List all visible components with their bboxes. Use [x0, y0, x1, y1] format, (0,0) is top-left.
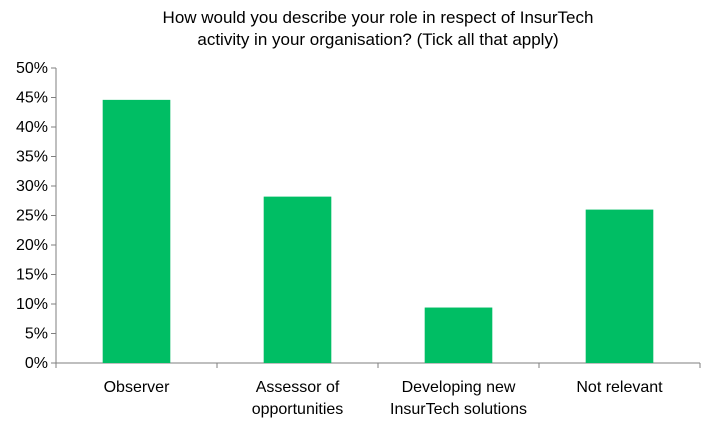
y-tick-label: 20% [16, 237, 48, 254]
chart-title-line: How would you describe your role in resp… [163, 8, 594, 27]
y-tick-label: 0% [25, 355, 48, 372]
x-category-label: Assessor of [256, 379, 340, 396]
bar-2 [263, 196, 332, 363]
y-tick-label: 10% [16, 296, 48, 313]
x-category-label: Developing new [402, 379, 516, 396]
x-category-label: opportunities [252, 401, 344, 418]
chart-title: How would you describe your role in resp… [163, 8, 594, 49]
x-category-label: Not relevant [576, 379, 663, 396]
bar-1 [102, 99, 171, 364]
y-tick-label: 45% [16, 90, 48, 107]
chart-title-line: activity in your organisation? (Tick all… [197, 30, 558, 49]
x-category-label: Observer [104, 379, 170, 396]
bars [102, 99, 654, 364]
bar-3 [424, 307, 493, 363]
bar-4 [585, 209, 654, 363]
y-tick-label: 50% [16, 60, 48, 77]
x-category-labels: Observer Assessor of opportunities Developi… [104, 379, 664, 418]
y-tick-label: 25% [16, 208, 48, 225]
x-category-label: InsurTech solutions [390, 401, 527, 418]
y-tick-label: 5% [25, 326, 48, 343]
y-tick-label: 40% [16, 119, 48, 136]
y-tick-label: 35% [16, 149, 48, 166]
y-tick-label: 30% [16, 178, 48, 195]
y-tick-labels: 0% 5% 10% 15% 20% 25% 30% 35% 40% 45% 50% [16, 60, 48, 372]
y-tick-label: 15% [16, 267, 48, 284]
